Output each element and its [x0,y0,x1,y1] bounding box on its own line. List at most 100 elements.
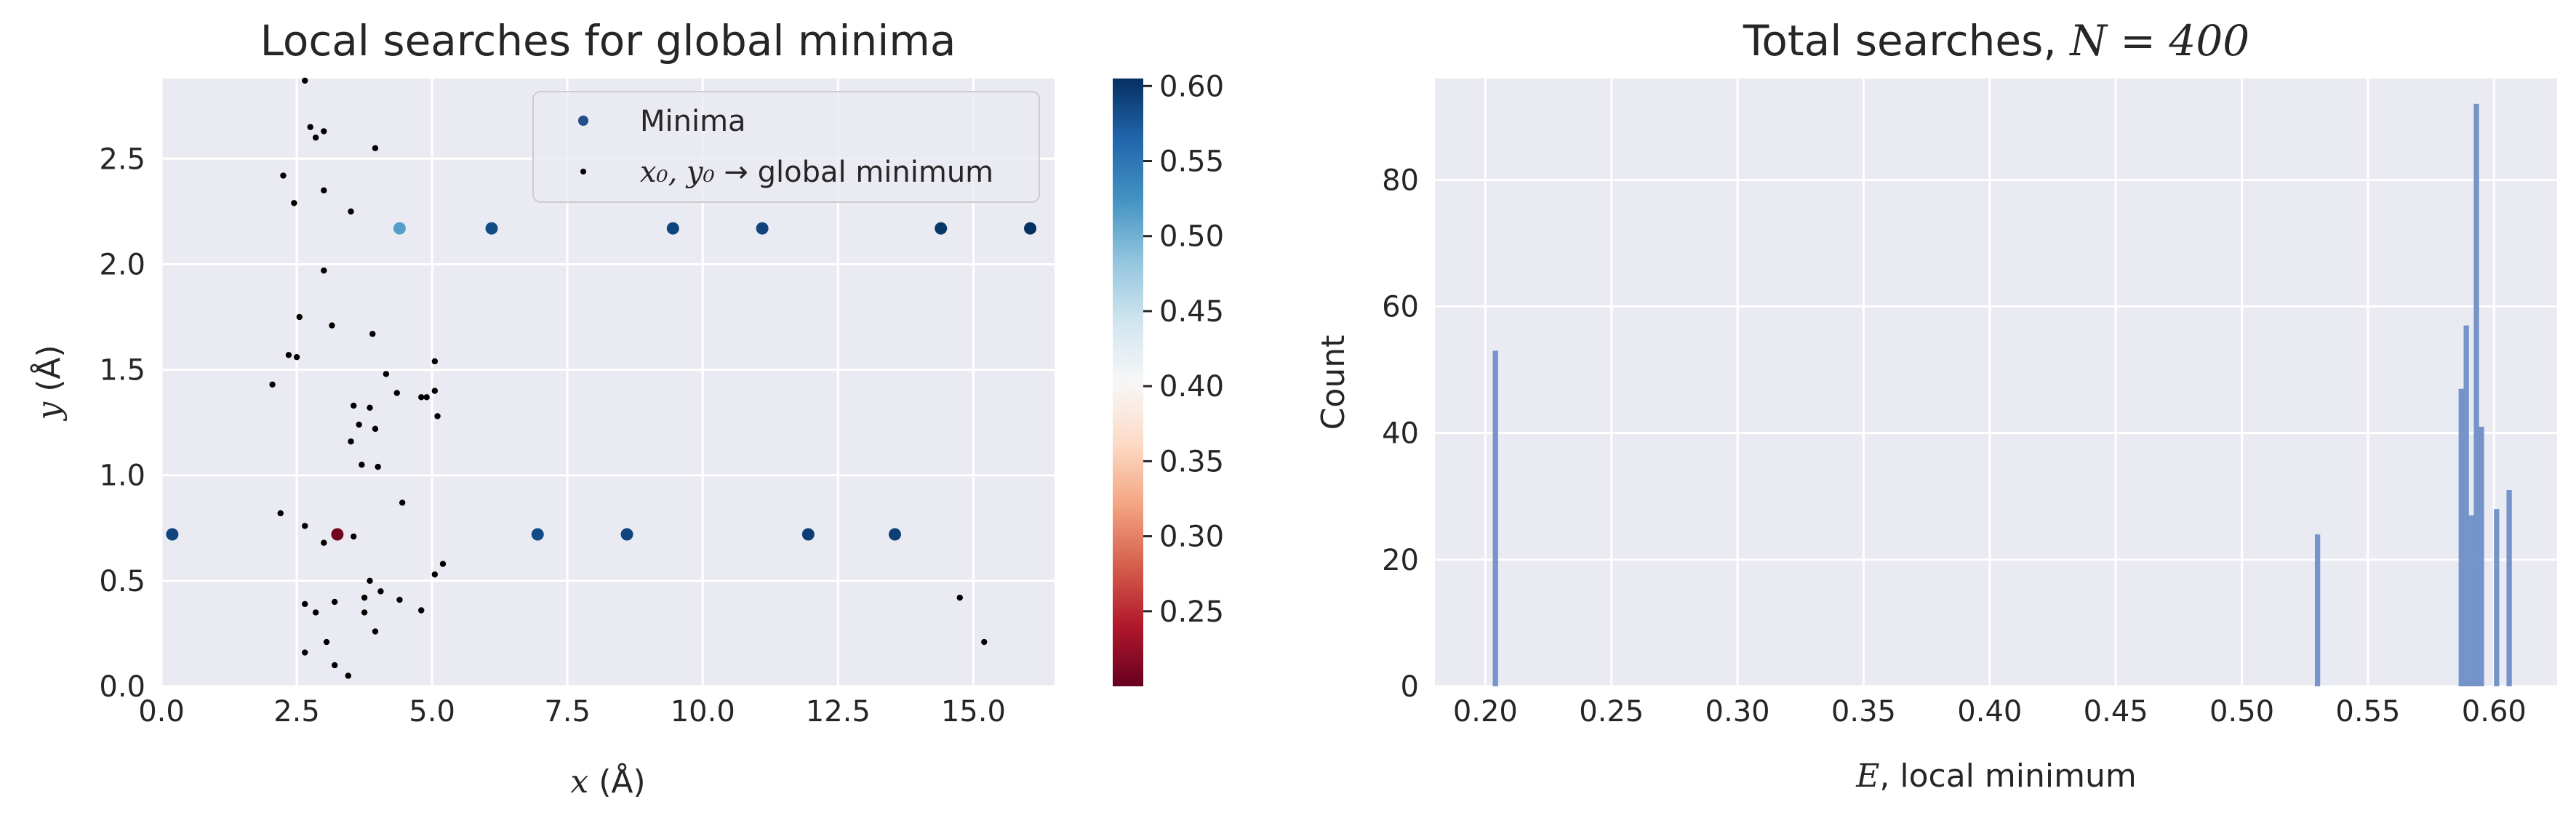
start-point [321,267,327,274]
start-point [351,402,357,409]
start-point [372,145,379,151]
scatter-y-tick-label: 1.0 [99,459,145,493]
scatter-legend: Minima x₀, y₀ → global minimum [532,91,1040,203]
histogram-x-tick-label: 0.30 [1705,695,1770,728]
start-point [302,77,308,84]
scatter-y-tick-label: 2.0 [99,248,145,281]
colorbar-gradient [1113,79,1143,686]
start-point [359,462,365,468]
start-point [431,388,439,394]
minimum-point [935,222,948,235]
colorbar-ticks: 0.25 0.30 0.35 0.40 0.45 0.50 0.55 0.60 [1143,70,1224,629]
histogram-bar [2479,426,2484,686]
start-point [345,673,351,679]
histogram-bar [2314,534,2321,686]
legend-frame [532,91,1040,203]
start-point [367,404,373,411]
minimum-point [756,222,769,235]
start-point [418,394,425,401]
histogram-bars [1492,103,2512,687]
colorbar-tick-label: 0.35 [1159,445,1224,478]
start-point [329,322,335,329]
start-point [302,601,308,607]
histogram-bar [1492,350,1498,686]
start-point [293,353,300,361]
histogram-bar [2506,490,2512,686]
start-point [321,128,327,135]
legend-start-label: x₀, y₀ → global minimum [640,156,993,189]
histogram-x-ticks: 0.20 0.25 0.30 0.35 0.40 0.45 0.50 0.55 0.60 [1453,695,2527,728]
start-point [348,208,354,215]
minimum-point [888,528,901,541]
start-point [423,394,430,401]
scatter-x-tick-label: 7.5 [544,695,591,728]
histogram-x-tick-label: 0.55 [2335,695,2400,728]
start-point [375,463,381,470]
histogram-y-tick-label: 40 [1382,417,1419,451]
histogram-x-tick-label: 0.25 [1579,695,1644,728]
start-point [302,649,308,656]
scatter-x-label: x (Å) [570,762,645,800]
colorbar-tick-label: 0.30 [1159,521,1224,554]
histogram-x-tick-label: 0.50 [2209,695,2274,728]
start-point [285,352,292,358]
start-point [418,607,425,614]
colorbar-tick-label: 0.60 [1159,70,1224,103]
scatter-y-tick-label: 0.5 [99,565,145,598]
minimum-point [531,528,544,541]
histogram-plot-area [1435,79,2557,686]
start-point [269,381,276,388]
colorbar-tick-label: 0.45 [1159,295,1224,329]
start-point [361,609,368,616]
scatter-x-tick-label: 10.0 [671,695,735,728]
start-point [399,499,406,506]
start-point [372,628,379,635]
histogram-bar [2494,509,2500,686]
scatter-y-tick-label: 1.5 [99,354,145,388]
start-point [291,200,297,206]
colorbar-tick-label: 0.40 [1159,370,1224,404]
start-point [377,588,384,595]
histogram-title: Total searches, N = 400 [1743,16,2249,65]
legend-start-marker [580,169,586,174]
start-point [393,390,400,396]
start-points [269,77,988,679]
start-point [321,539,327,546]
start-point [323,638,330,646]
minimum-point [485,222,498,235]
scatter-x-tick-label: 15.0 [941,695,1006,728]
colorbar-tick-label: 0.55 [1159,145,1224,179]
scatter-y-tick-label: 0.0 [99,670,145,704]
start-point [331,662,338,669]
histogram-bar [2473,103,2479,687]
legend-minima-label: Minima [640,105,746,138]
colorbar-tick-label: 0.50 [1159,220,1224,254]
start-point [280,172,287,179]
colorbar-tick-label: 0.25 [1159,595,1224,629]
start-point [383,371,390,377]
histogram-x-label: E, local minimum [1855,758,2136,795]
scatter-y-ticks: 0.0 0.5 1.0 1.5 2.0 2.5 [99,142,145,704]
scatter-x-ticks: 0.0 2.5 5.0 7.5 10.0 12.5 15.0 [138,695,1006,728]
minimum-point [166,528,179,541]
scatter-x-tick-label: 2.5 [273,695,320,728]
minimum-point [801,528,815,541]
start-point [956,594,963,601]
histogram-bar [2458,388,2464,686]
colorbar: 0.25 0.30 0.35 0.40 0.45 0.50 0.55 0.60 [1113,70,1224,686]
minimum-point [620,528,633,541]
start-point [396,596,403,603]
histogram-x-tick-label: 0.20 [1453,695,1518,728]
start-point [331,598,338,606]
histogram-x-tick-label: 0.40 [1957,695,2022,728]
start-point [434,413,441,419]
histogram-bar [2468,515,2474,686]
histogram-bar [2463,325,2469,686]
histogram-y-tick-label: 60 [1382,291,1419,324]
start-point [277,510,284,517]
minimum-point [331,528,344,541]
scatter-x-tick-label: 12.5 [806,695,871,728]
start-point [981,638,988,646]
start-point [312,135,319,141]
start-point [367,577,373,585]
